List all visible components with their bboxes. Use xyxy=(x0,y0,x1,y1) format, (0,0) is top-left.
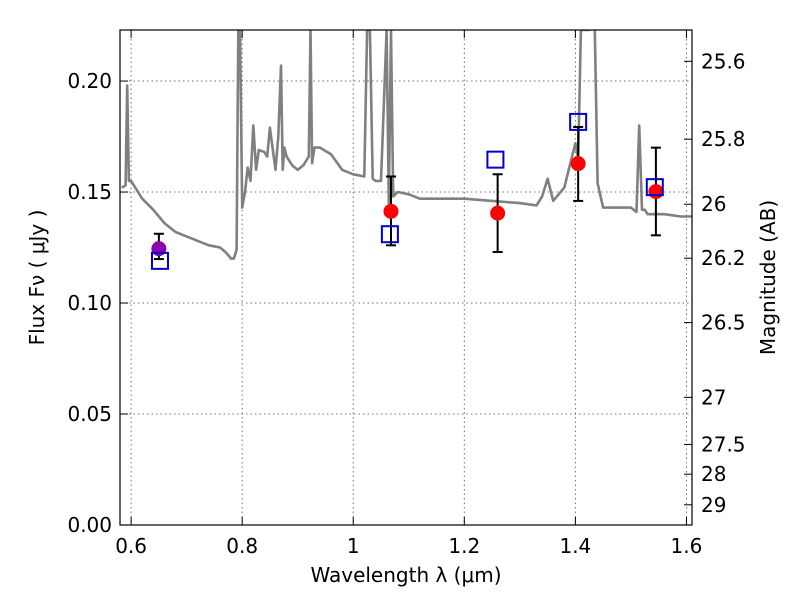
model-flux-square xyxy=(150,251,169,270)
y2-tick-label: 27.5 xyxy=(701,432,746,456)
y2-tick-label: 26 xyxy=(701,192,726,216)
y-tick-label: 0.10 xyxy=(67,291,112,315)
y2-tick-label: 29 xyxy=(701,493,726,517)
y2-tick-label: 25.6 xyxy=(701,49,746,73)
x-tick-label: 1.2 xyxy=(448,534,480,558)
model-flux-square xyxy=(380,225,399,244)
model-flux-square xyxy=(486,150,505,169)
observed-flux-point xyxy=(570,156,586,172)
observed-flux-point xyxy=(383,203,399,219)
y2-tick-label: 25.8 xyxy=(701,127,746,151)
y2-tick-label: 26.2 xyxy=(701,246,746,270)
grid-lines xyxy=(120,30,692,526)
y-tick-label: 0.15 xyxy=(67,180,112,204)
y2-tick-label: 27 xyxy=(701,385,726,409)
observed-flux-point xyxy=(490,205,506,221)
y-tick-label: 0.00 xyxy=(67,513,112,537)
x-tick-label: 1.6 xyxy=(671,534,703,558)
series-layer xyxy=(121,30,692,260)
tick-layer: 0.6 0.8 1 1.2 1.4 1.6 0.00 0.05 0.10 0.15 0.20 25.6… xyxy=(67,30,746,558)
model-flux-square xyxy=(569,112,588,131)
marker-layer xyxy=(150,112,664,270)
x-tick-label: 1 xyxy=(347,534,360,558)
plot-area xyxy=(121,30,692,260)
y-tick-label: 0.20 xyxy=(67,69,112,93)
observed-flux-point xyxy=(151,241,167,257)
y-axis-title: Flux Fν ( μJy ) xyxy=(25,210,49,346)
model-spectrum-line xyxy=(121,30,692,260)
y2-axis-title: Magnitude (AB) xyxy=(756,200,780,355)
x-tick-label: 0.6 xyxy=(115,534,147,558)
y2-tick-label: 26.5 xyxy=(701,311,746,335)
x-axis-title: Wavelength λ (μm) xyxy=(310,563,501,587)
plot-frame xyxy=(119,29,693,526)
y-tick-label: 0.05 xyxy=(67,402,112,426)
model-flux-square xyxy=(645,178,664,197)
x-tick-label: 0.8 xyxy=(226,534,258,558)
x-tick-label: 1.4 xyxy=(559,534,591,558)
y2-tick-label: 28 xyxy=(701,462,726,486)
observed-flux-point xyxy=(648,184,664,200)
